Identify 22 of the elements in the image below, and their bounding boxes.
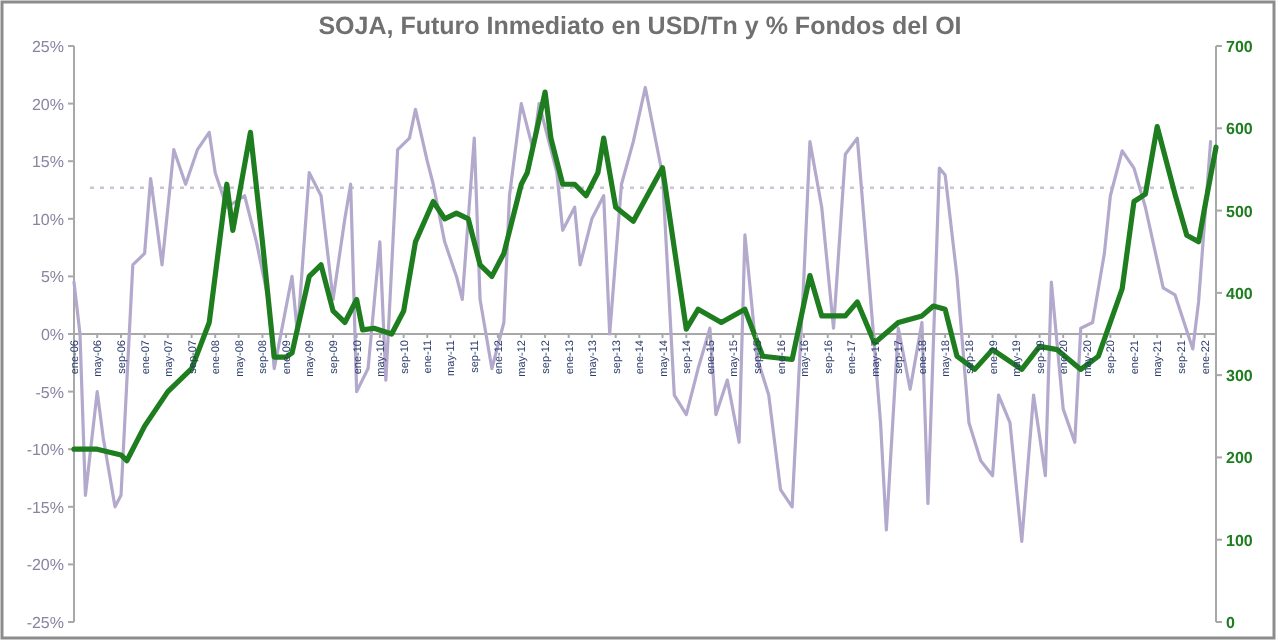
y-tick-label: 20% (31, 95, 64, 114)
y-tick-label: 5% (40, 268, 64, 287)
line-series (72, 85, 1213, 543)
y2-tick-label: 300 (1226, 367, 1254, 386)
y-tick-label: 15% (31, 153, 64, 172)
y2-tick-label: 400 (1226, 284, 1254, 303)
y2-tick-label: 600 (1226, 120, 1254, 139)
line-series (71, 89, 1219, 464)
y2-tick-label: 700 (1226, 38, 1254, 56)
y-tick-label: -10% (26, 441, 64, 460)
y-tick-label: -5% (35, 383, 64, 402)
y2-tick-label: 100 (1226, 531, 1254, 550)
y-tick-label: -20% (26, 556, 64, 575)
y-tick-label: 10% (31, 210, 64, 229)
y-tick-label: -15% (26, 498, 64, 517)
chart-title: SOJA, Futuro Inmediato en USD/Tn y % Fondos del OI (318, 12, 962, 40)
y-tick-label: 0% (40, 326, 64, 344)
y-tick-label: -25% (26, 614, 64, 632)
y2-tick-label: 500 (1226, 202, 1254, 221)
y2-tick-label: 200 (1226, 449, 1254, 468)
y2-tick-label: 0 (1226, 614, 1236, 632)
y-tick-label: 25% (31, 38, 64, 56)
